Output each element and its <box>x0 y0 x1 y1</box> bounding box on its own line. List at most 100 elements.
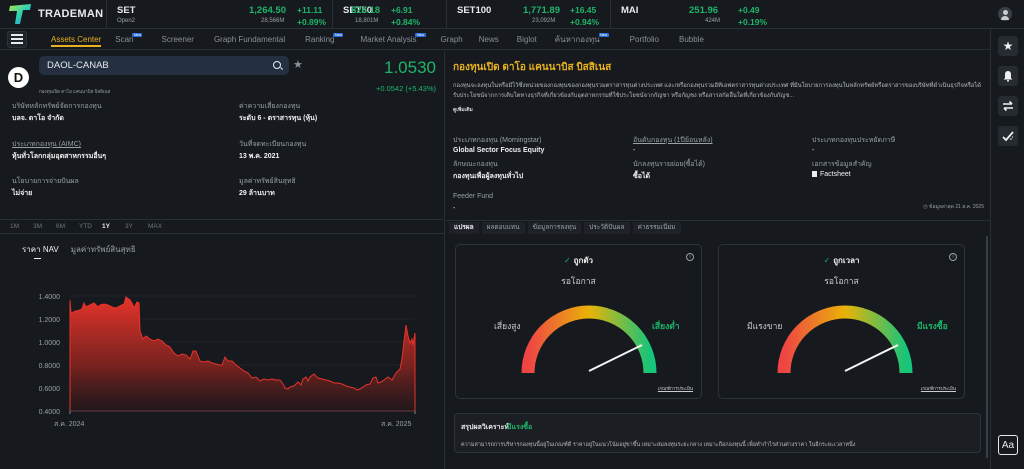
info-label: มูลค่าทรัพย์สินสุทธิ <box>239 178 296 185</box>
check-icon: ✓ <box>823 256 831 265</box>
fund-search-input[interactable]: DAOL-CANAB <box>39 56 289 75</box>
fund-description: กองทุนจะลงทุนในหรือมีไว้ซึ่งหน่วยของกองท… <box>453 83 981 99</box>
search-value: DAOL-CANAB <box>47 60 109 71</box>
analysis-tabs: แปรผล ผลตอบแทน ข้อมูลการลงทุน ประวัติปัน… <box>446 220 990 235</box>
analysis-tool-button[interactable] <box>998 126 1018 146</box>
nav-bubble[interactable]: Bubble <box>679 34 704 44</box>
index-name: SET <box>117 5 136 16</box>
info-icon[interactable]: i <box>686 253 694 261</box>
info-label: ค่าความเสี่ยงกองทุน <box>239 103 301 110</box>
menu-button[interactable] <box>7 30 27 48</box>
tab-fees[interactable]: ค่าธรรมเนียม <box>632 222 681 234</box>
factsheet-link[interactable]: Factsheet <box>812 171 851 178</box>
last-updated: ◷ ข้อมูลล่าสุด 21 ส.ค. 2025 <box>923 204 984 210</box>
svg-text:ส.ค. 2025: ส.ค. 2025 <box>381 421 411 428</box>
compare-button[interactable] <box>998 96 1018 116</box>
detail-value: ซื้อได้ <box>633 173 651 180</box>
nav-scan[interactable]: Scan New <box>115 32 143 44</box>
index-name: SET50 <box>343 5 373 16</box>
fund-ranking-link[interactable]: อันดับกองทุน (1ปีย้อนหลัง) <box>633 137 713 144</box>
detail-scrollbar[interactable] <box>986 236 988 458</box>
detail-value: - <box>633 147 636 154</box>
nav-market-analysis[interactable]: Market Analysis New <box>360 32 426 44</box>
nav-price-change: +0.0542 (+5.43%) <box>375 84 436 93</box>
nav-news[interactable]: News <box>478 34 499 44</box>
summary-title: สรุปผลวิเคราะห์ <box>461 424 509 431</box>
favorite-star-icon[interactable]: ★ <box>293 59 303 71</box>
alert-button[interactable] <box>998 66 1018 86</box>
nav-chart[interactable]: 1.4000 1.2000 1.0000 0.8000 0.6000 0.400… <box>0 281 445 431</box>
fund-title: กองทุนเปิด ดาโอ แคนนาบิส บิสสิเนส <box>453 62 612 73</box>
user-account-icon[interactable] <box>998 7 1012 21</box>
svg-text:1.4000: 1.4000 <box>39 294 61 301</box>
tab-interpretation[interactable]: แปรผล <box>449 222 479 234</box>
x-axis-labels: ส.ค. 2024 ส.ค. 2025 <box>54 421 411 428</box>
tab-nav-price[interactable]: ราคา NAV <box>22 245 59 259</box>
app-logo[interactable]: TRADEMAN <box>0 0 106 28</box>
gauge-title: ✓ ถูกตัว <box>563 256 594 265</box>
top-bar: TRADEMAN SET Open2 1,264.50 28,566M +11.… <box>0 0 1024 29</box>
detail-label: ประเภทกองทุนประหยัดภาษี <box>812 137 896 144</box>
summary-description: ความสามารถการบริหารกองทุนนี้อยู่ในเกณฑ์ด… <box>461 442 856 448</box>
favorite-button[interactable]: ★ <box>998 36 1018 56</box>
analysis-summary: สรุปผลวิเคราะห์ มีแรงซื้อ ความสามารถการบ… <box>454 413 981 453</box>
new-badge: New <box>415 32 426 37</box>
range-max[interactable]: MAX <box>148 223 163 230</box>
range-6m[interactable]: 6M <box>56 223 66 230</box>
font-size-button[interactable]: Aa <box>998 435 1018 455</box>
nav-biglot[interactable]: Biglot <box>516 34 537 44</box>
nav-area <box>69 296 416 412</box>
detail-label: ลักษณะกองทุน <box>453 161 498 168</box>
nav-ranking[interactable]: Ranking New <box>305 32 344 44</box>
detail-label: Feeder Fund <box>453 193 494 200</box>
gauge-dial <box>521 305 657 374</box>
index-mai[interactable]: MAI 251.96 424M +0.49 +0.19% <box>610 0 767 28</box>
gauge-left-label: เสี่ยงสูง <box>494 321 521 331</box>
index-set50[interactable]: SET50 826.18 18,801M +6.91 +0.84% <box>332 0 446 28</box>
tab-dividend-history[interactable]: ประวัติปันผล <box>584 222 630 234</box>
check-icon: ✓ <box>563 256 571 265</box>
info-icon[interactable]: i <box>949 253 957 261</box>
detail-value: Global Sector Focus Equity <box>453 147 545 154</box>
bell-icon <box>1003 71 1013 82</box>
index-value: 251.96 <box>689 5 719 16</box>
y-axis-labels: 1.4000 1.2000 1.0000 0.8000 0.6000 0.400… <box>39 294 61 416</box>
detail-label: ประเภทกองทุน (Morningstar) <box>453 137 542 144</box>
nav-portfolio[interactable]: Portfolio <box>629 34 660 44</box>
index-percent: +0.94% <box>570 17 600 27</box>
index-change: +0.49 <box>738 5 760 15</box>
range-ytd[interactable]: YTD <box>79 223 92 230</box>
timing-gauge-card: ✓ ถูกเวลา i รอโอกาส มีแรงขาย มีแรงซื้อ เก… <box>718 244 965 399</box>
search-icon[interactable] <box>273 61 281 69</box>
range-3m[interactable]: 3M <box>33 223 43 230</box>
tab-net-asset-value[interactable]: มูลค่าทรัพย์สินสุทธิ <box>70 245 136 254</box>
range-1y[interactable]: 1Y <box>102 223 110 230</box>
tab-investment-info[interactable]: ข้อมูลการลงทุน <box>527 222 582 234</box>
svg-text:0.6000: 0.6000 <box>39 386 61 393</box>
gauge-status: รอโอกาส <box>824 276 859 286</box>
detail-label: นักลงทุนรายย่อย(ซื้อได้) <box>633 161 706 168</box>
swap-arrows-icon <box>1003 100 1013 112</box>
index-percent: +0.19% <box>738 17 768 27</box>
gauge-title: ✓ ถูกเวลา <box>823 256 860 265</box>
main-nav: Assets Center Scan New Screener Graph Fun… <box>0 29 990 50</box>
detail-label: เอกสารข้อมูลสำคัญ <box>812 161 872 168</box>
criteria-link[interactable]: เกณฑ์การประเมิน <box>920 386 956 391</box>
star-icon: ★ <box>1002 39 1014 53</box>
aimc-type-link[interactable]: ประเภทกองทุน (AIMC) <box>12 141 81 148</box>
index-set100[interactable]: SET100 1,771.89 23,092M +16.45 +0.94% <box>446 0 610 28</box>
nav-graph[interactable]: Graph <box>440 34 463 44</box>
nav-graph-fundamental[interactable]: Graph Fundamental <box>213 34 286 44</box>
nav-assets-center[interactable]: Assets Center <box>44 29 108 50</box>
nav-screener[interactable]: Screener <box>161 34 194 44</box>
criteria-link[interactable]: เกณฑ์การประเมิน <box>657 386 693 391</box>
nav-fund-search[interactable]: ค้นหากองทุน New <box>554 32 609 44</box>
index-value: 1,771.89 <box>523 5 560 16</box>
time-range-selector: 1M 3M 6M YTD 1Y 3Y MAX <box>0 219 445 234</box>
see-more-link[interactable]: ดูเพิ่มเติม <box>453 107 473 113</box>
range-1m[interactable]: 1M <box>10 223 20 230</box>
index-set[interactable]: SET Open2 1,264.50 28,566M +11.11 +0.89% <box>106 0 332 28</box>
fund-summary-panel: D DAOL-CANAB ★ กองทุนเปิด ดาโอ แคนนาบิส … <box>0 51 445 469</box>
tab-returns[interactable]: ผลตอบแทน <box>481 222 525 234</box>
range-3y[interactable]: 3Y <box>125 223 133 230</box>
